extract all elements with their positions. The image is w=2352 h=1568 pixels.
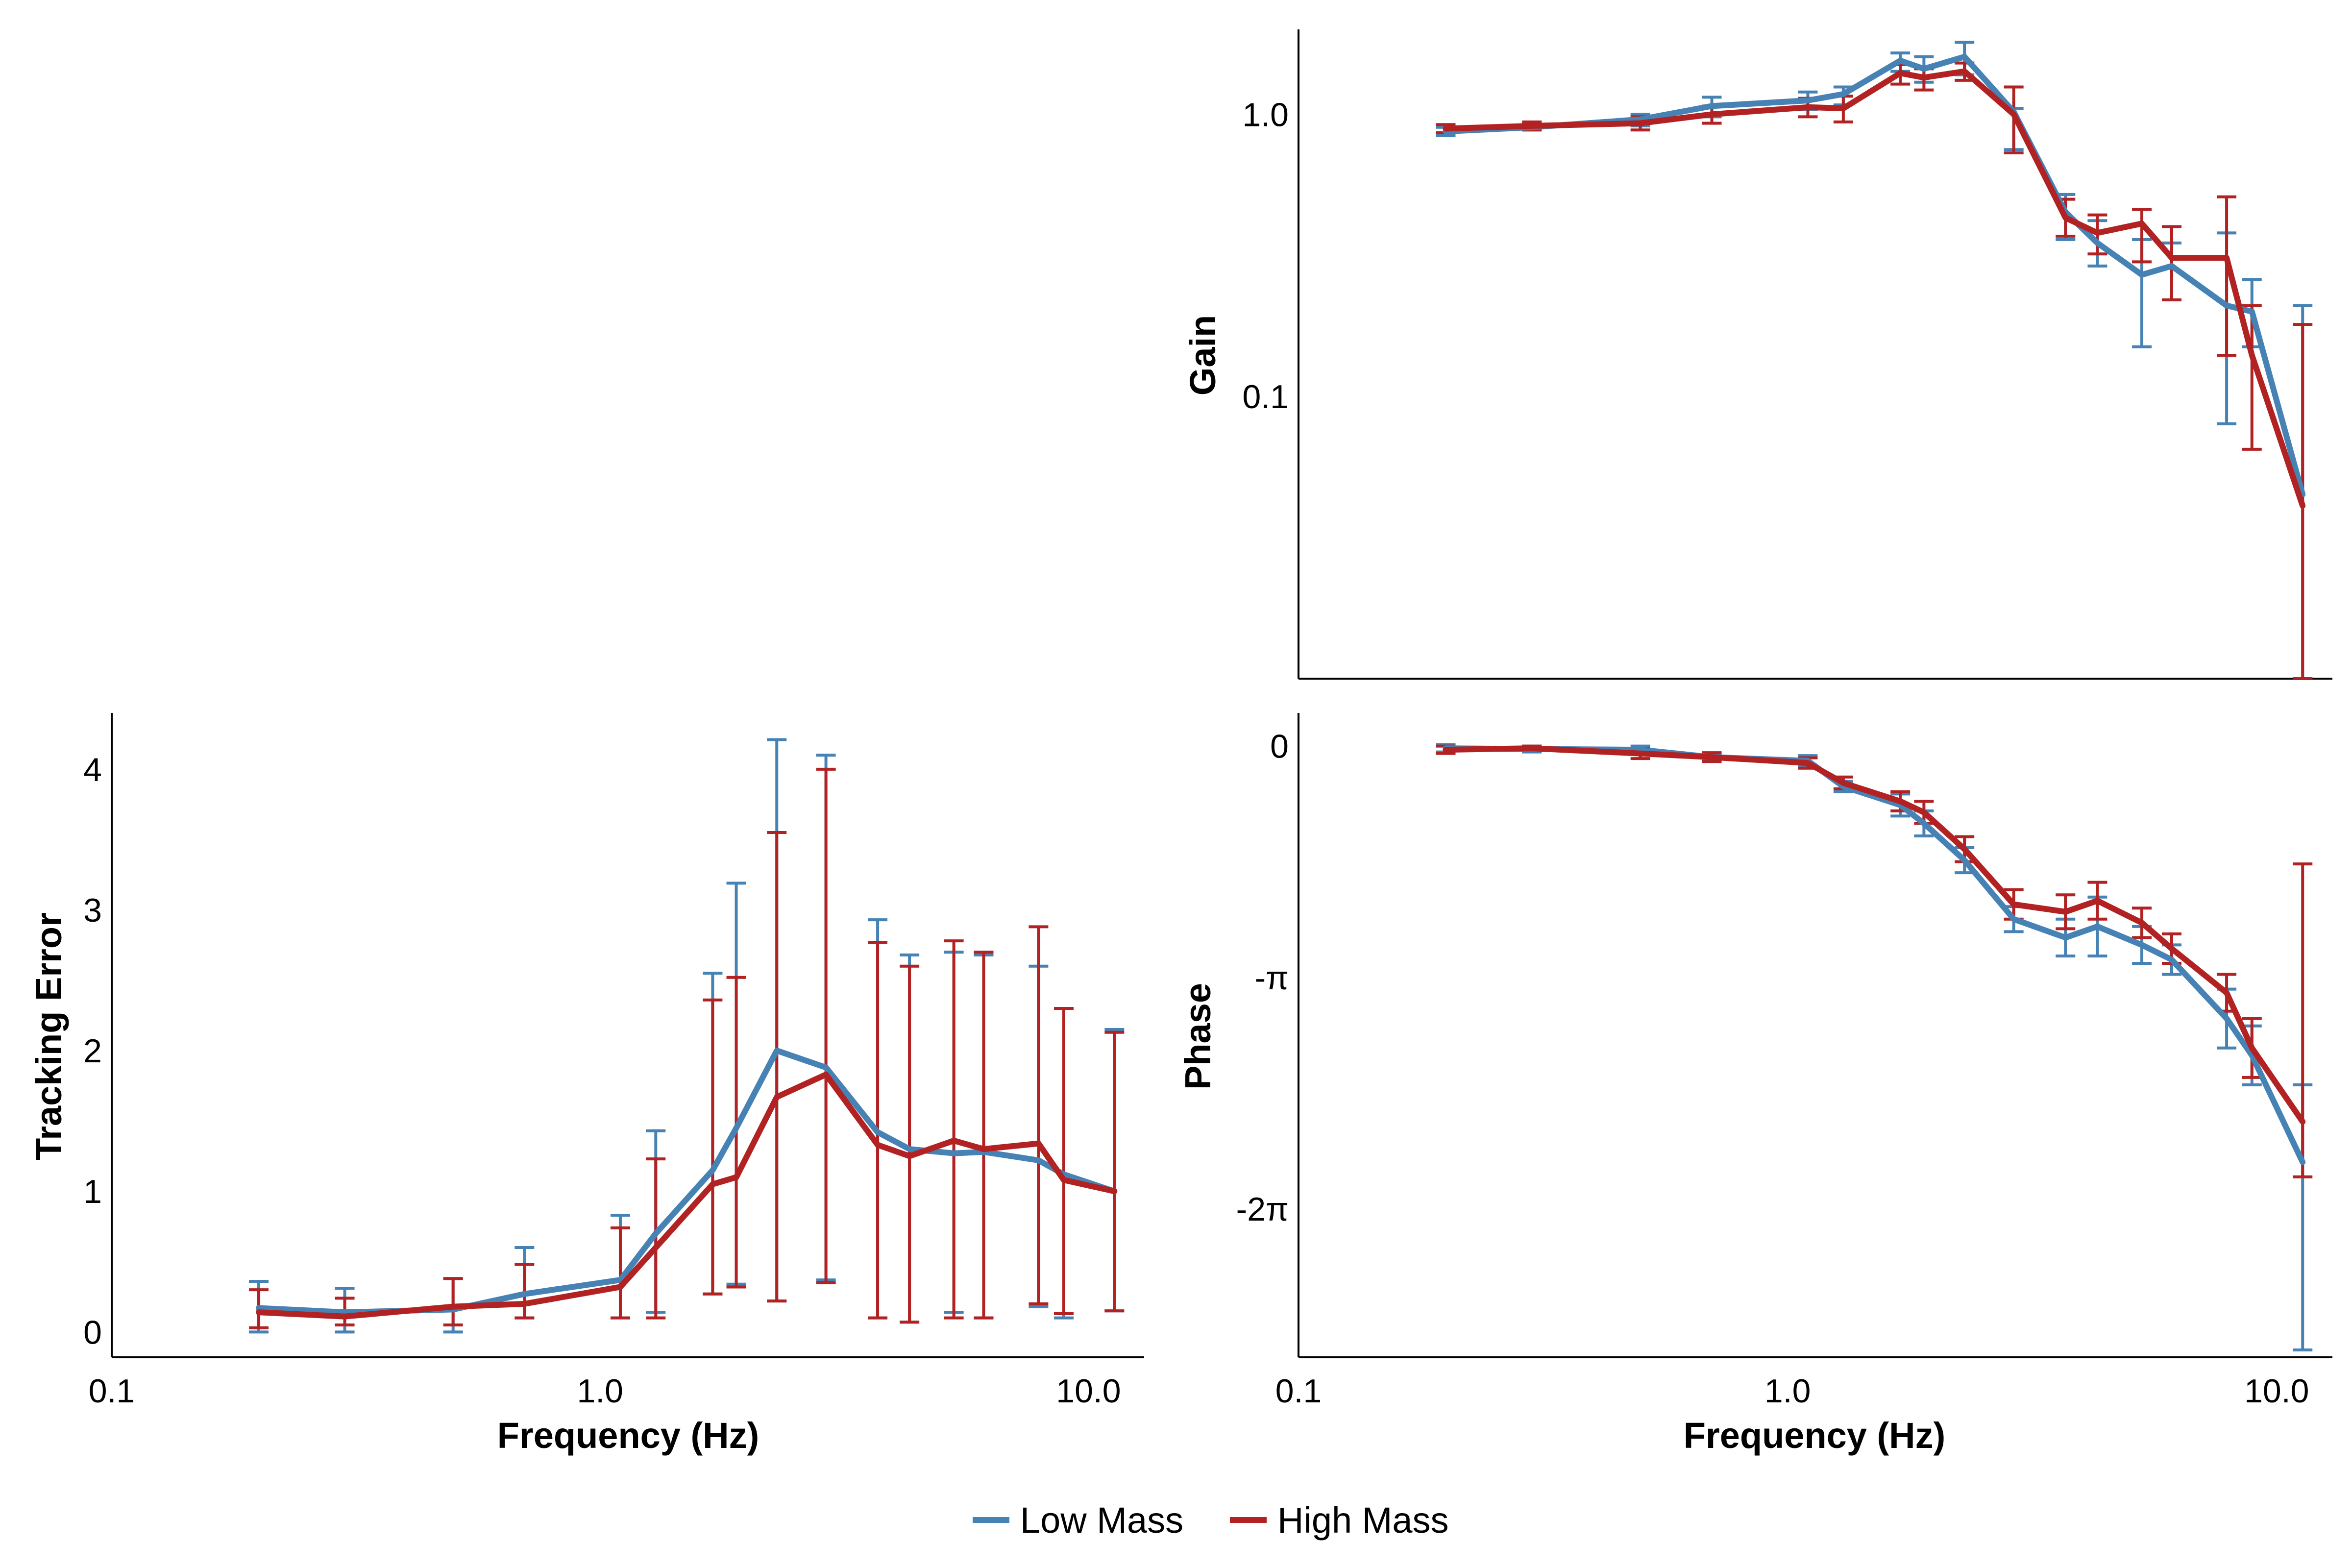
tracking-ytick-label: 2 xyxy=(83,1032,102,1070)
phase-ytick-label: -π xyxy=(1254,959,1289,997)
legend-label-low-mass: Low Mass xyxy=(1020,1500,1183,1541)
tracking-xtick-label: 10.0 xyxy=(1056,1372,1121,1410)
tracking-ytick-label: 1 xyxy=(83,1173,102,1210)
tracking-xtick-label: 0.1 xyxy=(89,1372,135,1410)
tracking-xlabel: Frequency (Hz) xyxy=(497,1415,760,1456)
gain-series-low-mass xyxy=(1436,41,2313,680)
phase-xtick-label: 0.1 xyxy=(1275,1372,1322,1410)
tracking-line-low-mass xyxy=(256,1048,1118,1316)
tracking-error-bar-high-mass xyxy=(1029,925,1049,1305)
gain-panel: Gain 0.1 1.0 xyxy=(1182,29,2332,680)
tracking-error-bar-high-mass xyxy=(944,939,964,1320)
tracking-series-high-mass xyxy=(249,767,1125,1329)
gain-error-bar-high-mass xyxy=(2242,304,2262,451)
tracking-ytick-label: 4 xyxy=(83,751,102,788)
tracking-ylabel: Tracking Error xyxy=(28,912,69,1160)
phase-line-high-mass xyxy=(1443,745,2306,1125)
gain-series-high-mass xyxy=(1436,61,2313,680)
tracking-error-bar-high-mass xyxy=(646,1157,666,1320)
tracking-series-low-mass xyxy=(249,738,1125,1334)
phase-xlabel: Frequency (Hz) xyxy=(1684,1415,1946,1456)
tracking-xtick-label: 1.0 xyxy=(577,1372,623,1410)
tracking-ytick-label: 0 xyxy=(83,1314,102,1351)
tracking-error-bar-high-mass xyxy=(767,831,787,1303)
tracking-error-bar-high-mass xyxy=(974,951,994,1320)
tracking-error-bar-high-mass xyxy=(900,964,920,1324)
phase-series-high-mass xyxy=(1436,744,2313,1178)
tracking-error-bar-high-mass xyxy=(610,1226,630,1320)
tracking-line-high-mass xyxy=(256,1071,1118,1320)
gain-ylabel: Gain xyxy=(1182,315,1223,395)
tracking-error-bar-high-mass xyxy=(703,998,723,1296)
legend: Low Mass High Mass xyxy=(973,1500,1449,1541)
phase-xtick-label: 1.0 xyxy=(1764,1372,1811,1410)
phase-xtick-label: 10.0 xyxy=(2244,1372,2309,1410)
tracking-ytick-label: 3 xyxy=(83,892,102,929)
phase-panel: Phase Frequency (Hz) 0 -π -2π 0.1 1.0 10.0 xyxy=(1177,713,2332,1456)
gain-line-low-mass xyxy=(1443,53,2306,497)
phase-series-low-mass xyxy=(1436,743,2313,1351)
tracking-error-panel: Tracking Error Frequency (Hz) 0 1 2 3 4 0.1 1.… xyxy=(28,713,1144,1456)
phase-ylabel: Phase xyxy=(1177,983,1218,1090)
tracking-error-bar-high-mass xyxy=(816,767,836,1284)
gain-error-bar-high-mass xyxy=(2132,208,2152,264)
phase-ytick-label: -2π xyxy=(1236,1191,1289,1228)
gain-error-bar-high-mass xyxy=(2217,195,2237,357)
gain-ytick-label: 0.1 xyxy=(1242,378,1289,416)
tracking-error-bar-high-mass xyxy=(1054,1006,1074,1315)
gain-line-high-mass xyxy=(1443,68,2306,509)
gain-ytick-label: 1.0 xyxy=(1242,96,1289,133)
legend-label-high-mass: High Mass xyxy=(1277,1500,1449,1541)
phase-error-bar-high-mass xyxy=(2293,862,2313,1178)
phase-ytick-label: 0 xyxy=(1270,728,1289,765)
tracking-error-bar-high-mass xyxy=(443,1277,463,1326)
tracking-error-bar-high-mass xyxy=(1104,1030,1125,1313)
phase-line-low-mass xyxy=(1443,745,2306,1165)
